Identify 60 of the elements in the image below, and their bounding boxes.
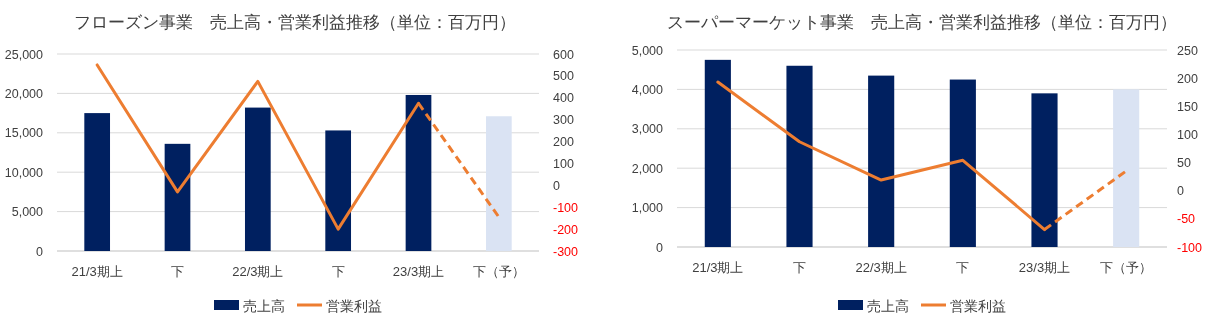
bar xyxy=(704,59,731,247)
x-tick-label: 下（予） xyxy=(472,264,525,279)
x-tick-label: 22/3期上 xyxy=(855,260,907,275)
y-tick-label: 3,000 xyxy=(631,122,664,137)
y2-tick-label: 400 xyxy=(553,91,574,106)
x-tick-label: 22/3期上 xyxy=(232,264,284,279)
y2-tick-label: 0 xyxy=(1177,184,1184,199)
chart-title: スーパーマーケット事業 売上高・営業利益推移（単位：百万円） xyxy=(667,13,1177,32)
bar xyxy=(1113,89,1140,247)
y-tick-label: 20,000 xyxy=(4,86,44,101)
y2-tick-label: -50 xyxy=(1177,212,1196,227)
y-tick-label: 2,000 xyxy=(631,161,664,176)
y2-tick-label: 250 xyxy=(1177,43,1198,58)
bar xyxy=(1031,93,1058,247)
y-tick-label: 25,000 xyxy=(4,47,44,62)
y-tick-label: 15,000 xyxy=(4,126,44,141)
y2-tick-label: 500 xyxy=(553,69,574,84)
bar xyxy=(485,116,512,251)
y-tick-label: 5,000 xyxy=(11,205,44,220)
y2-tick-label: 300 xyxy=(553,113,574,128)
legend-label: 売上高 xyxy=(243,297,285,314)
y2-tick-label: -300 xyxy=(553,244,579,259)
y2-tick-label: 150 xyxy=(1177,99,1198,114)
bar xyxy=(868,75,895,247)
y2-tick-label: -100 xyxy=(553,200,579,215)
x-tick-label: 23/3期上 xyxy=(1018,260,1071,275)
y2-tick-label: 100 xyxy=(1177,127,1198,142)
x-tick-label: 21/3期上 xyxy=(692,260,744,275)
bar xyxy=(244,107,271,251)
x-tick-label: 23/3期上 xyxy=(392,264,445,279)
y-tick-label: 10,000 xyxy=(4,165,44,180)
x-tick-label: 下 xyxy=(793,260,806,275)
y-tick-label: 5,000 xyxy=(631,43,664,58)
bar xyxy=(786,65,813,247)
y2-tick-label: 50 xyxy=(1177,156,1191,171)
bar xyxy=(164,143,191,251)
x-tick-label: 下 xyxy=(956,260,970,275)
x-tick-label: 21/3期上 xyxy=(71,264,123,279)
bar xyxy=(405,94,432,251)
legend-label: 売上高 xyxy=(867,297,909,314)
y-tick-label: 1,000 xyxy=(631,201,664,216)
y-tick-label: 4,000 xyxy=(631,82,664,97)
bar xyxy=(325,130,352,251)
y2-tick-label: 600 xyxy=(553,47,574,62)
y-tick-label: 0 xyxy=(36,244,44,259)
x-tick-label: 下 xyxy=(171,264,184,279)
y-tick-label: 0 xyxy=(656,240,664,255)
y2-tick-label: 0 xyxy=(553,178,560,193)
legend-label: 営業利益 xyxy=(326,297,382,314)
y2-tick-label: -100 xyxy=(1177,240,1203,255)
y2-tick-label: 200 xyxy=(553,135,574,150)
chart-title: フローズン事業 売上高・営業利益推移（単位：百万円） xyxy=(74,13,516,32)
y2-tick-label: 100 xyxy=(553,156,574,171)
legend-label: 営業利益 xyxy=(950,297,1006,314)
x-tick-label: 下（予） xyxy=(1100,260,1153,275)
y2-tick-label: -200 xyxy=(553,222,579,237)
bar xyxy=(949,79,976,247)
y2-tick-label: 200 xyxy=(1177,71,1198,86)
x-tick-label: 下 xyxy=(331,264,345,279)
bar xyxy=(84,113,111,251)
